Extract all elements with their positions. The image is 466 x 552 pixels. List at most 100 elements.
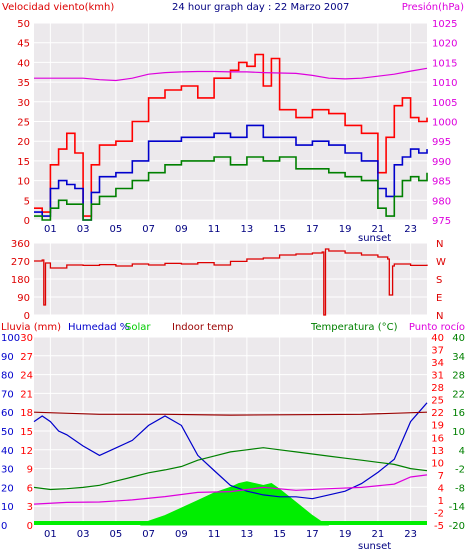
temperature-tick-label: -2: [434, 508, 444, 519]
temperature-tick-label: 31: [431, 371, 444, 382]
temperature-tick-label: 4: [438, 483, 444, 494]
dewpoint-tick-label: 40: [452, 333, 465, 344]
dewpoint-tick-label: -2: [455, 465, 465, 476]
compass-tick-label: N: [436, 311, 443, 322]
temperature-line: [33, 447, 428, 491]
compass-tick-label: W: [436, 257, 446, 268]
direction-line: [34, 248, 428, 316]
humidity-tick-label: 50: [1, 427, 14, 438]
solar-bars: [34, 481, 427, 526]
climate-x-tick-label: 23: [404, 529, 417, 540]
pressure-tick-label: 995: [432, 137, 451, 148]
solar-label: Solar: [125, 322, 151, 333]
climate-x-tick-label: 01: [44, 529, 57, 540]
pressure-tick-label: 1015: [432, 58, 457, 69]
wind-x-tick-label: 15: [273, 224, 286, 235]
direction-grid: [34, 242, 427, 316]
indoor-temp-label: Indoor temp: [172, 322, 233, 333]
rain-tick-label: 12: [20, 446, 33, 457]
direction-tick-label: 180: [11, 275, 30, 286]
temperature-label: Temperatura (°C): [310, 322, 398, 333]
wind-x-tick-label: 07: [142, 224, 155, 235]
dewpoint-tick-label: -14: [449, 502, 465, 513]
climate-lines: [33, 402, 428, 505]
pressure-tick-label: 1010: [432, 78, 457, 89]
humidity-tick-label: 30: [1, 465, 14, 476]
rain-tick-label: 24: [20, 371, 33, 382]
pressure-tick-label: 980: [432, 196, 451, 207]
wind-tick-label: 45: [17, 39, 30, 50]
dewpoint-tick-label: 34: [452, 352, 465, 363]
humidity-line: [33, 402, 428, 500]
climate-x-tick-label: 17: [306, 529, 319, 540]
pressure-tick-label: 1025: [432, 19, 457, 30]
pressure-ylabel: Presión(hPa): [402, 1, 464, 13]
wind-tick-label: 15: [17, 157, 30, 168]
wind-left-axis: 0 5 10 15 20 25 30 35 40 45 50: [17, 19, 30, 227]
wind-x-axis: 01 03 05 07 09 11 13 15 17 19 21 23: [44, 224, 417, 235]
rain-tick-label: 30: [20, 333, 33, 344]
climate-x-tick-label: 05: [110, 529, 123, 540]
climate-x-tick-label: 15: [273, 529, 286, 540]
compass-tick-label: S: [436, 275, 442, 286]
wind-tick-label: 35: [17, 78, 30, 89]
dewpoint-label: Punto rocío: [409, 321, 465, 333]
direction-degree-axis: 0 90 180 270 360: [11, 239, 30, 322]
temperature-tick-label: 34: [431, 358, 444, 369]
humidity-tick-label: 70: [1, 389, 14, 400]
dewpoint-tick-label: 4: [459, 446, 465, 457]
wind-x-tick-label: 23: [404, 224, 417, 235]
minimum-line: [34, 156, 428, 221]
direction-tick-label: 90: [17, 293, 30, 304]
rain-tick-label: 0: [27, 521, 33, 532]
chart-title: 24 hour graph day : 22 Marzo 2007: [172, 2, 349, 13]
temperature-tick-label: 19: [431, 421, 444, 432]
wind-x-tick-label: 03: [77, 224, 90, 235]
dewpoint-line: [33, 474, 428, 505]
pressure-tick-label: 1005: [432, 98, 457, 109]
pressure-tick-label: 1020: [432, 39, 457, 50]
wind-lines: [34, 53, 428, 221]
temperature-tick-label: -5: [434, 521, 444, 532]
rain-label: Lluvia (mm): [1, 322, 61, 333]
humidity-label: Humedad %: [68, 322, 129, 333]
wind-tick-label: 20: [17, 137, 30, 148]
humidity-tick-label: 20: [1, 483, 14, 494]
wind-x-tick-label: 09: [175, 224, 188, 235]
solar-area: [140, 481, 330, 526]
wind-x-tick-label: 17: [306, 224, 319, 235]
wind-tick-label: 40: [17, 58, 30, 69]
temperature-tick-label: 10: [431, 458, 444, 469]
indoor_temp-line: [33, 411, 428, 416]
wind-tick-label: 30: [17, 98, 30, 109]
wind-tick-label: 0: [24, 216, 30, 227]
dewpoint-tick-label: 10: [452, 427, 465, 438]
climate-x-tick-label: 13: [241, 529, 254, 540]
climate-sunset-label: sunset: [358, 541, 391, 552]
temperature-axis-outer: -20 -14 -8 -2 4 10 16 22 28 34 40: [449, 333, 465, 532]
temperature-tick-label: 13: [431, 446, 444, 457]
dewpoint-tick-label: 16: [452, 408, 465, 419]
wind-tick-label: 10: [17, 177, 30, 188]
wind-x-tick-label: 13: [241, 224, 254, 235]
climate-x-tick-label: 19: [339, 529, 352, 540]
temperature-tick-label: 37: [431, 346, 444, 357]
humidity-tick-label: 0: [1, 521, 7, 532]
pressure-line: [34, 67, 428, 82]
dewpoint-tick-label: -20: [449, 521, 465, 532]
climate-x-tick-label: 07: [142, 529, 155, 540]
dewpoint-tick-label: 22: [452, 389, 465, 400]
pressure-tick-label: 1000: [432, 118, 457, 129]
direction-tick-label: 270: [11, 257, 30, 268]
rain-tick-label: 18: [20, 408, 33, 419]
temperature-tick-label: 40: [431, 333, 444, 344]
average-line: [34, 124, 428, 221]
wind-tick-label: 25: [17, 118, 30, 129]
wind-tick-label: 5: [24, 196, 30, 207]
temperature-tick-label: 16: [431, 433, 444, 444]
direction-line: [34, 248, 428, 316]
wind-sunset-label: sunset: [358, 233, 391, 244]
